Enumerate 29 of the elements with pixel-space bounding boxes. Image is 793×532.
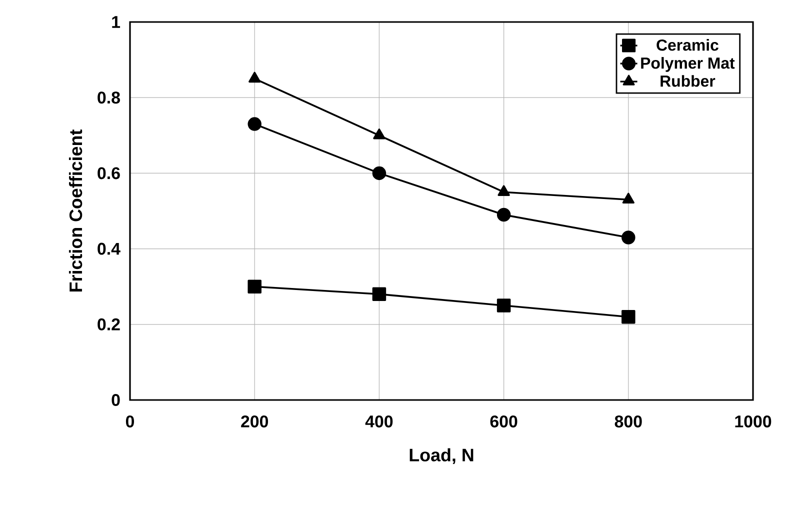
point	[372, 166, 386, 180]
y-axis-title: Friction Coefficient	[68, 130, 82, 292]
y-tick-label: 0.6	[98, 167, 120, 180]
legend-label: Ceramic	[656, 39, 718, 51]
x-tick-label: 600	[490, 415, 518, 428]
x-tick-label: 400	[365, 415, 393, 428]
point	[622, 230, 636, 244]
point	[248, 117, 262, 131]
point	[248, 72, 261, 83]
x-tick-label: 0	[126, 415, 134, 428]
legend-label: Polymer Mat	[641, 57, 735, 72]
y-tick-label: 1	[112, 16, 120, 28]
point	[373, 128, 386, 140]
x-axis-title: Load, N	[410, 448, 474, 464]
x-tick-label: 1000	[735, 415, 772, 428]
point	[622, 310, 636, 324]
legend-label: Rubber	[660, 75, 716, 87]
point	[248, 280, 262, 294]
point	[372, 287, 386, 302]
y-tick-label: 0.2	[98, 318, 120, 330]
x-tick-label: 800	[614, 415, 642, 428]
y-tick-label: 0	[112, 394, 120, 406]
point	[622, 192, 634, 204]
x-tick-label: 200	[241, 415, 268, 428]
y-tick-label: 0.4	[98, 242, 120, 255]
point	[498, 185, 510, 196]
y-tick-label: 0.8	[98, 92, 120, 104]
point	[496, 298, 511, 312]
point	[496, 208, 511, 222]
